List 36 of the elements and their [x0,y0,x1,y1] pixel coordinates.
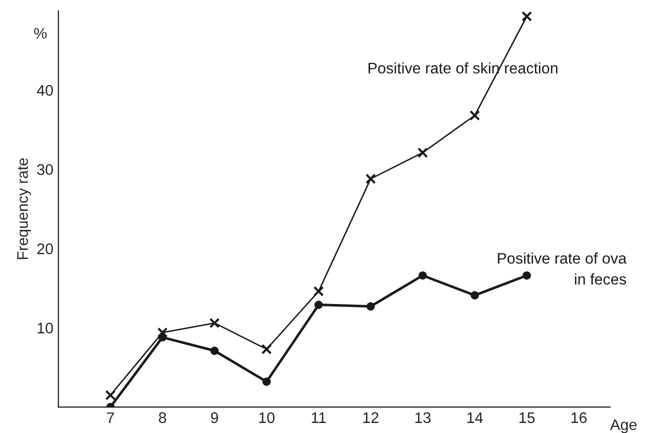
y-axis-title: Frequency rate [17,158,31,260]
x-axis-title: Age [610,419,637,433]
point [262,377,271,386]
point [105,390,116,400]
point [313,286,324,297]
point [261,344,272,354]
point [366,302,375,311]
point [210,346,219,355]
y-tick-label: 10 [38,322,53,334]
x-tick-label: 9 [211,412,218,424]
y-tick-label: 30 [37,164,53,175]
point [314,300,323,309]
series-label: Positive rate of ova in feces [498,252,627,285]
x-tick-label: 11 [312,412,326,423]
x-tick-label: 15 [519,412,535,424]
text: % [34,28,47,39]
point [365,174,376,184]
x-tick-label: 10 [259,412,274,424]
x-tick-label: 16 [572,412,587,424]
point [158,333,167,342]
x-tick-label: 13 [415,412,431,424]
point [522,271,531,280]
y-tick-label: 40 [36,84,53,96]
point [417,147,428,158]
point [157,327,168,338]
point [209,318,220,328]
x-tick-label: 8 [158,412,166,424]
x-tick-label: 14 [467,412,483,423]
x-tick-label: 12 [363,412,378,423]
x-tick-label: 7 [106,412,114,423]
point [470,291,479,300]
point [522,11,532,22]
point [470,110,480,121]
y-tick-label: 20 [37,243,53,254]
text: Positive rate of skin reaction [368,62,558,74]
point [418,271,427,280]
